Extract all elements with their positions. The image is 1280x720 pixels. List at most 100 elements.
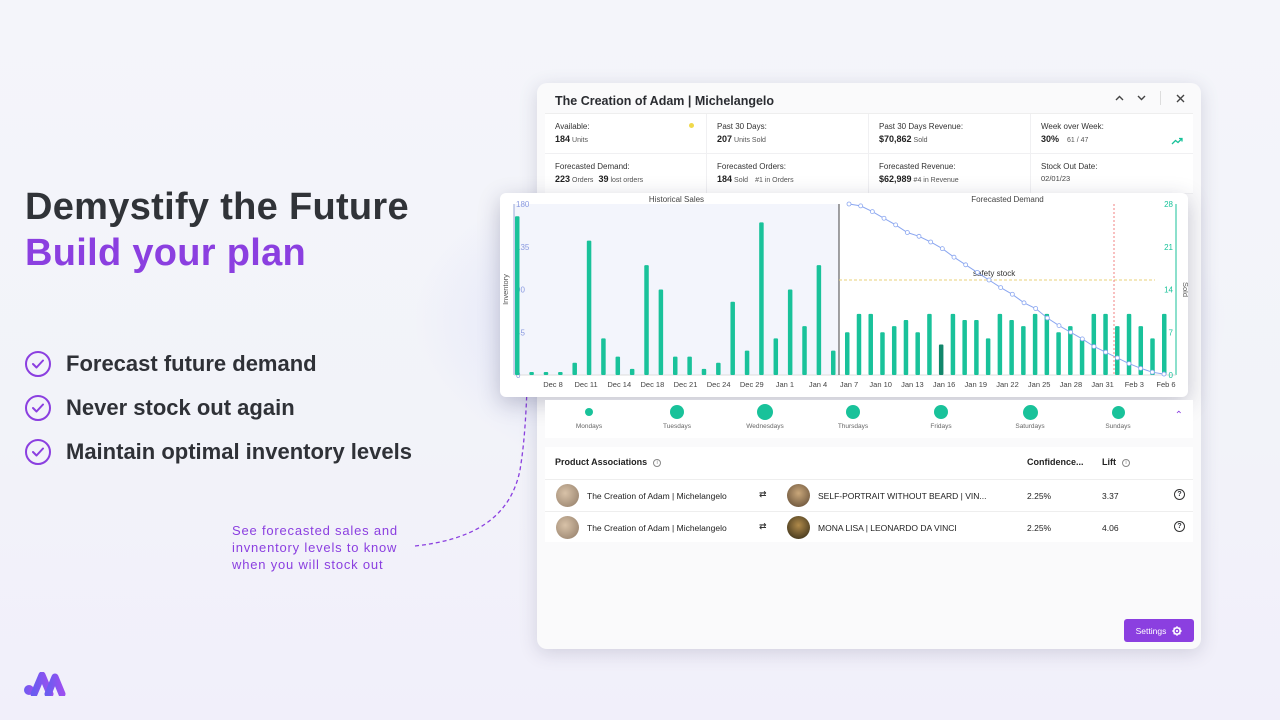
stat-number: 223 (555, 174, 571, 184)
forecast-bar (1103, 313, 1108, 375)
inventory-point (846, 201, 852, 207)
historical-region (514, 204, 839, 375)
info-icon[interactable]: i (653, 459, 662, 467)
weekday-dot (1111, 405, 1125, 419)
avatar (556, 484, 579, 507)
historical-bar (773, 338, 779, 375)
forecast-bar (1115, 326, 1120, 375)
inventory-point (1044, 315, 1050, 321)
stat-number: 184 (555, 134, 571, 144)
header-confidence[interactable]: Confidence... (1027, 457, 1084, 467)
weekday-item: Saturdays (1000, 404, 1060, 430)
forecast-bar (1032, 313, 1038, 375)
check-circle-icon (25, 439, 51, 465)
weekday-label: Saturdays (1015, 423, 1045, 430)
table-row[interactable]: The Creation of Adam | Michelangelo ⇄ SE… (545, 479, 1193, 511)
historical-bar (629, 368, 635, 375)
feature-text: Maintain optimal inventory levels (66, 439, 412, 464)
avatar (556, 516, 579, 539)
x-tick-label: Jan 4 (809, 380, 827, 389)
historical-bar (558, 371, 563, 375)
forecast-bar (915, 332, 920, 375)
inventory-point (998, 285, 1004, 290)
inventory-point (928, 239, 934, 245)
stat-label: Forecasted Orders: (717, 162, 786, 171)
historical-bar (615, 356, 621, 375)
forecast-chart-card: Historical Sales Forecasted Demand Invento… (500, 193, 1188, 397)
stat-unit: Units (572, 137, 588, 144)
stat-unit: Sold (913, 137, 928, 144)
inventory-point (986, 277, 992, 283)
forecast-title: Forecasted Demand (971, 195, 1043, 204)
inventory-point (1009, 291, 1015, 297)
settings-button[interactable]: Settings (1124, 619, 1194, 642)
historical-bar (816, 265, 822, 375)
x-tick-label: Dec 18 (640, 380, 664, 389)
inventory-point (881, 215, 887, 221)
weekday-item: Mondays (559, 404, 619, 430)
inventory-point (939, 246, 945, 252)
confidence-value: 2.25% (1027, 491, 1052, 501)
forecast-bar (903, 320, 909, 375)
help-icon[interactable]: ? (1174, 489, 1185, 500)
x-tick-label: Feb 3 (1125, 380, 1144, 389)
stat-forecasted-orders: Forecasted Orders: 184 Sold #1 in Orders (707, 154, 869, 194)
forecast-bar (845, 332, 850, 375)
forecast-bar (1162, 313, 1167, 375)
weekday-label: Tuesdays (663, 423, 691, 430)
chevron-up-icon[interactable] (1112, 91, 1126, 105)
swap-icon: ⇄ (759, 489, 767, 499)
stats-grid: Available: 184 Units Past 30 Days: 207 Uni… (545, 113, 1193, 194)
info-icon[interactable]: i (1122, 459, 1130, 467)
close-icon[interactable] (1173, 91, 1187, 105)
stat-label: Forecasted Demand: (555, 162, 630, 171)
forecast-bar (962, 320, 967, 375)
inventory-point (1079, 336, 1085, 342)
forecast-bar (868, 313, 873, 375)
x-tick-label: Jan 22 (996, 380, 1019, 389)
historical-bar (529, 371, 534, 375)
x-tick-label: Dec 14 (607, 380, 631, 389)
x-tick-label: Jan 28 (1060, 380, 1083, 389)
historical-bar (543, 371, 549, 375)
table-row[interactable]: The Creation of Adam | Michelangelo ⇄ MO… (545, 511, 1193, 543)
forecast-bar (997, 313, 1003, 375)
stat-unit: lost orders (610, 177, 644, 184)
chevron-down-icon[interactable] (1134, 91, 1148, 105)
forecast-bar (927, 313, 932, 375)
inventory-point (963, 262, 969, 268)
inventory-point (869, 209, 875, 215)
avatar (787, 516, 810, 539)
historical-bar (601, 338, 606, 375)
status-dot-icon (689, 123, 694, 128)
stat-value: 207 Units Sold (717, 134, 858, 144)
weekday-dot (846, 405, 860, 419)
stat-stock-out-date: Stock Out Date: 02/01/23 (1031, 154, 1193, 194)
x-tick-label: Jan 13 (901, 380, 924, 389)
x-tick-label: Jan 7 (840, 380, 858, 389)
check-circle-icon (25, 351, 51, 377)
stat-forecasted-demand: Forecasted Demand: 223 Orders 39 lost orde… (545, 154, 707, 194)
weekday-dot (1022, 404, 1038, 420)
stat-unit: Orders (572, 177, 594, 184)
stat-past-30-days: Past 30 Days: 207 Units Sold (707, 114, 869, 154)
expand-toggle-icon[interactable]: ⌃ (1174, 410, 1183, 421)
inventory-point (1126, 361, 1132, 367)
stat-label: Stock Out Date: (1041, 162, 1098, 171)
inventory-point (904, 230, 910, 235)
forecast-bar (1126, 313, 1132, 375)
brand-logo (24, 671, 66, 701)
feature-item: Maintain optimal inventory levels (25, 430, 412, 474)
hero-line-1: Demystify the Future (25, 186, 409, 228)
confidence-value: 2.25% (1027, 523, 1052, 533)
x-tick-label: Dec 11 (575, 380, 598, 389)
weekday-distribution: Mondays Tuesdays Wednesdays Thursdays Friday… (545, 400, 1193, 438)
inventory-point (1103, 349, 1109, 355)
help-icon[interactable]: ? (1174, 521, 1185, 532)
inventory-point (858, 203, 864, 209)
inventory-point (1033, 306, 1039, 311)
y2-tick-label: 7 (1169, 328, 1174, 337)
historical-bar (515, 216, 520, 375)
header-label: Lift (1102, 457, 1116, 467)
x-tick-label: Feb 6 (1156, 380, 1175, 389)
